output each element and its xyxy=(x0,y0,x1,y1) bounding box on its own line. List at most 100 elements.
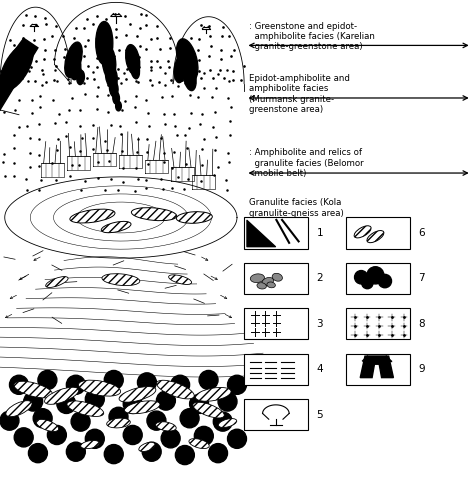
Ellipse shape xyxy=(102,45,116,79)
Bar xyxy=(244,263,308,294)
Bar xyxy=(346,217,410,249)
Circle shape xyxy=(355,271,368,284)
Circle shape xyxy=(66,442,85,461)
Text: 3: 3 xyxy=(317,319,323,329)
Text: : Amphibolite and relics of
  granulite facies (Belomor
  mobile belt): : Amphibolite and relics of granulite fa… xyxy=(249,148,364,178)
Bar xyxy=(346,308,410,339)
Ellipse shape xyxy=(65,42,82,77)
Ellipse shape xyxy=(139,442,155,452)
Ellipse shape xyxy=(113,92,119,104)
Circle shape xyxy=(147,411,166,430)
Ellipse shape xyxy=(189,439,209,448)
Ellipse shape xyxy=(109,80,118,97)
Ellipse shape xyxy=(119,387,156,402)
Circle shape xyxy=(109,407,128,426)
Ellipse shape xyxy=(45,387,79,404)
Ellipse shape xyxy=(196,388,231,401)
Circle shape xyxy=(367,267,384,284)
Ellipse shape xyxy=(106,65,117,88)
Circle shape xyxy=(171,375,190,394)
Ellipse shape xyxy=(131,60,139,79)
Circle shape xyxy=(228,429,246,448)
Ellipse shape xyxy=(272,273,283,281)
Ellipse shape xyxy=(102,274,140,285)
Ellipse shape xyxy=(219,419,237,427)
Bar xyxy=(244,354,308,385)
Ellipse shape xyxy=(67,401,104,416)
Ellipse shape xyxy=(96,22,113,65)
Circle shape xyxy=(228,375,246,394)
Circle shape xyxy=(28,444,47,463)
Ellipse shape xyxy=(156,380,194,399)
Circle shape xyxy=(9,375,28,394)
Ellipse shape xyxy=(250,274,264,282)
Circle shape xyxy=(137,373,156,392)
Text: 2: 2 xyxy=(317,273,323,283)
Ellipse shape xyxy=(79,380,120,396)
Ellipse shape xyxy=(36,419,59,432)
Circle shape xyxy=(33,409,52,428)
Ellipse shape xyxy=(126,44,140,75)
Ellipse shape xyxy=(81,440,100,449)
Bar xyxy=(346,263,410,294)
Ellipse shape xyxy=(257,282,266,289)
Ellipse shape xyxy=(46,277,68,287)
Circle shape xyxy=(14,428,33,447)
Circle shape xyxy=(0,411,19,430)
Ellipse shape xyxy=(176,212,212,223)
Circle shape xyxy=(362,277,373,289)
Circle shape xyxy=(180,409,199,428)
Circle shape xyxy=(123,425,142,445)
Circle shape xyxy=(142,442,161,461)
Circle shape xyxy=(194,426,213,445)
Ellipse shape xyxy=(193,402,224,418)
Ellipse shape xyxy=(71,59,81,80)
Ellipse shape xyxy=(176,39,198,81)
Bar xyxy=(244,399,308,430)
Ellipse shape xyxy=(70,209,115,223)
Circle shape xyxy=(85,429,104,448)
Ellipse shape xyxy=(101,221,131,233)
Ellipse shape xyxy=(183,62,196,91)
Text: 5: 5 xyxy=(317,410,323,420)
Circle shape xyxy=(24,392,43,411)
Ellipse shape xyxy=(14,381,53,398)
Circle shape xyxy=(175,445,194,465)
Circle shape xyxy=(47,425,66,445)
Circle shape xyxy=(209,444,228,463)
Circle shape xyxy=(123,394,142,413)
Ellipse shape xyxy=(262,277,273,286)
Text: 8: 8 xyxy=(419,319,425,329)
Text: Epidot-amphibolite and
amphibolite facies
(Murmansk granite-
greenstone area): Epidot-amphibolite and amphibolite facie… xyxy=(249,74,350,114)
Ellipse shape xyxy=(267,282,275,288)
Circle shape xyxy=(57,394,76,413)
Text: 1: 1 xyxy=(317,228,323,238)
Polygon shape xyxy=(0,38,38,110)
Ellipse shape xyxy=(107,418,130,428)
Bar xyxy=(244,308,308,339)
Circle shape xyxy=(213,412,232,431)
Ellipse shape xyxy=(77,70,84,85)
Circle shape xyxy=(156,391,175,410)
Ellipse shape xyxy=(367,230,384,243)
Circle shape xyxy=(85,390,104,409)
Circle shape xyxy=(378,274,392,288)
Circle shape xyxy=(71,412,90,431)
Text: Granulite facies (Kola
granulite-gneiss area): Granulite facies (Kola granulite-gneiss … xyxy=(249,198,344,218)
Circle shape xyxy=(38,370,57,390)
Text: 4: 4 xyxy=(317,364,323,374)
Ellipse shape xyxy=(116,101,121,111)
Bar xyxy=(244,217,308,249)
Ellipse shape xyxy=(125,401,160,414)
Circle shape xyxy=(161,429,180,448)
Ellipse shape xyxy=(131,207,177,221)
Text: 9: 9 xyxy=(419,364,425,374)
Text: : Greenstone and epidot-
  amphibolite facies (Karelian
  granite-greenstone are: : Greenstone and epidot- amphibolite fac… xyxy=(249,22,375,51)
Text: 7: 7 xyxy=(419,273,425,283)
Ellipse shape xyxy=(174,56,186,83)
Polygon shape xyxy=(360,356,393,378)
Circle shape xyxy=(104,445,123,464)
Ellipse shape xyxy=(0,43,33,90)
Circle shape xyxy=(190,394,209,413)
Circle shape xyxy=(199,370,218,390)
